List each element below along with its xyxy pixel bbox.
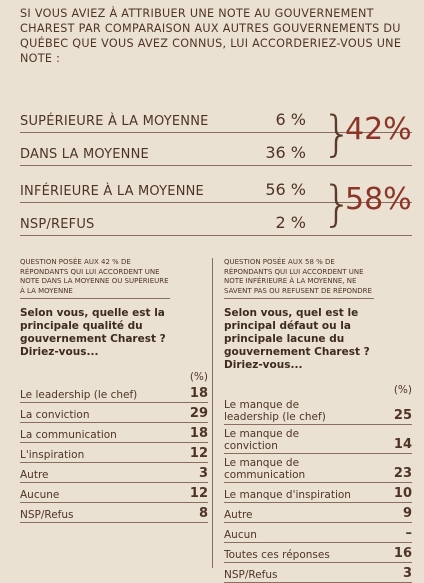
row-value: 18 <box>189 386 208 401</box>
table-row: NSP/Refus 8 <box>20 503 208 523</box>
summary-row: INFÉRIEURE À LA MOYENNE 56 % <box>20 170 412 203</box>
row-label: Autre <box>20 469 49 481</box>
summary-value: 6 % <box>275 110 306 129</box>
row-value: 12 <box>189 446 208 461</box>
table-row: Le manque d'inspiration 10 <box>224 483 412 503</box>
summary-row: NSP/REFUS 2 % <box>20 203 412 236</box>
summary-label: NSP/REFUS <box>20 217 95 232</box>
row-value: 3 <box>402 566 412 581</box>
row-value: 10 <box>393 486 412 501</box>
table-row: NSP/Refus 3 <box>224 563 412 583</box>
table-row: Autre 9 <box>224 503 412 523</box>
row-label: Autre <box>224 509 253 521</box>
table-row: Le leadership (le chef) 18 <box>20 383 208 403</box>
brace: } <box>322 106 353 162</box>
row-label: Toutes ces réponses <box>224 549 330 561</box>
summary-row: SUPÉRIEURE À LA MOYENNE 6 % <box>20 100 412 133</box>
summary-group: SUPÉRIEURE À LA MOYENNE 6 % DANS LA MOYENN… <box>20 100 412 166</box>
row-value: 8 <box>198 506 208 521</box>
table-row: L'inspiration 12 <box>20 443 208 463</box>
unit-label: (%) <box>189 371 208 383</box>
row-label: Aucun <box>224 529 257 541</box>
row-label: Le manque de communication <box>224 457 306 481</box>
summary-label: SUPÉRIEURE À LA MOYENNE <box>20 114 209 129</box>
summary-total: 58% <box>345 182 412 217</box>
table-row: Toutes ces réponses 16 <box>224 543 412 563</box>
summary-label: DANS LA MOYENNE <box>20 147 149 162</box>
summary-value: 36 % <box>265 143 306 162</box>
row-label: NSP/Refus <box>20 509 74 521</box>
table-row: Le manque de communication 23 <box>224 454 412 483</box>
row-value: 14 <box>393 437 412 452</box>
question: SI VOUS AVIEZ À ATTRIBUER UNE NOTE AU GO… <box>20 7 402 65</box>
row-value: 29 <box>189 406 208 421</box>
summary-value: 2 % <box>275 213 306 232</box>
column-note: QUESTION POSÉE AUX 42 % DE RÉPONDANTS QU… <box>20 258 170 299</box>
column-note: QUESTION POSÉE AUX 58 % DE RÉPONDANTS QU… <box>224 258 374 299</box>
summary-total: 42% <box>345 112 412 147</box>
row-value: 23 <box>393 466 412 481</box>
row-value: – <box>405 526 413 541</box>
summary-value: 56 % <box>265 180 306 199</box>
table-row: Aucun – <box>224 523 412 543</box>
row-label: NSP/Refus <box>224 569 278 581</box>
row-value: 16 <box>393 546 412 561</box>
table-row: Aucune 12 <box>20 483 208 503</box>
row-label: L'inspiration <box>20 449 85 461</box>
column: QUESTION POSÉE AUX 58 % DE RÉPONDANTS QU… <box>224 258 412 583</box>
table-row: Le manque de leadership (le chef) 25 <box>224 396 412 425</box>
row-label: La communication <box>20 429 117 441</box>
column-question: Selon vous, quelle est la principale qua… <box>20 307 166 358</box>
summary-group: INFÉRIEURE À LA MOYENNE 56 % NSP/REFUS 2 %}… <box>20 170 412 236</box>
row-value: 12 <box>189 486 208 501</box>
row-label: Le leadership (le chef) <box>20 389 138 401</box>
row-label: Le manque d'inspiration <box>224 489 351 501</box>
row-label: La conviction <box>20 409 90 421</box>
row-value: 3 <box>198 466 208 481</box>
column-question: Selon vous, quel est le principal défaut… <box>224 307 370 371</box>
row-label: Aucune <box>20 489 60 501</box>
brace: } <box>322 176 353 232</box>
table-row: La communication 18 <box>20 423 208 443</box>
row-value: 25 <box>393 408 412 423</box>
table-row: Autre 3 <box>20 463 208 483</box>
divider <box>212 258 213 568</box>
table-row: La conviction 29 <box>20 403 208 423</box>
row-label: Le manque de conviction <box>224 428 300 452</box>
row-value: 9 <box>402 506 412 521</box>
column: QUESTION POSÉE AUX 42 % DE RÉPONDANTS QU… <box>20 258 208 523</box>
row-value: 18 <box>189 426 208 441</box>
summary-label: INFÉRIEURE À LA MOYENNE <box>20 184 204 199</box>
unit-label: (%) <box>393 384 412 396</box>
summary-row: DANS LA MOYENNE 36 % <box>20 133 412 166</box>
table-row: Le manque de conviction 14 <box>224 425 412 454</box>
row-label: Le manque de leadership (le chef) <box>224 399 326 423</box>
